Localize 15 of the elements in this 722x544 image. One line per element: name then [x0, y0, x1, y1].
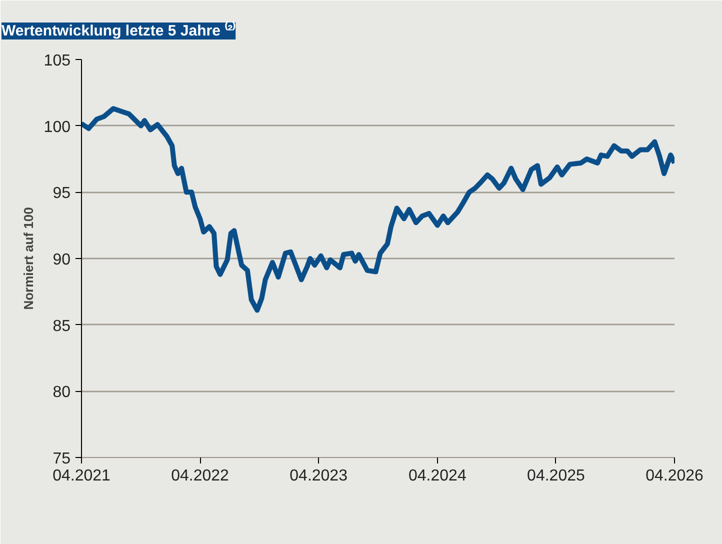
x-tick-label: 04.2026 [646, 468, 704, 484]
y-tick-label: 100 [44, 118, 71, 136]
y-tick-label: 75 [52, 450, 71, 468]
x-tick-label: 04.2021 [52, 468, 111, 484]
y-tick-label: 80 [52, 384, 71, 402]
x-tick-label: 04.2025 [527, 468, 585, 484]
x-tick-label: 04.2024 [408, 468, 466, 484]
y-tick-label: 105 [44, 52, 71, 70]
x-tick-label: 04.2023 [290, 468, 348, 484]
x-tick-label: 04.2022 [171, 468, 230, 484]
y-tick-label: 85 [52, 318, 71, 335]
chart-title: Wertentwicklung letzte 5 Jahre ⁽²⁾ [2, 22, 236, 40]
y-tick-label: 95 [52, 185, 71, 202]
y-tick-label: 90 [52, 252, 71, 268]
y-axis-title: Normiert auf 100 [20, 207, 36, 310]
